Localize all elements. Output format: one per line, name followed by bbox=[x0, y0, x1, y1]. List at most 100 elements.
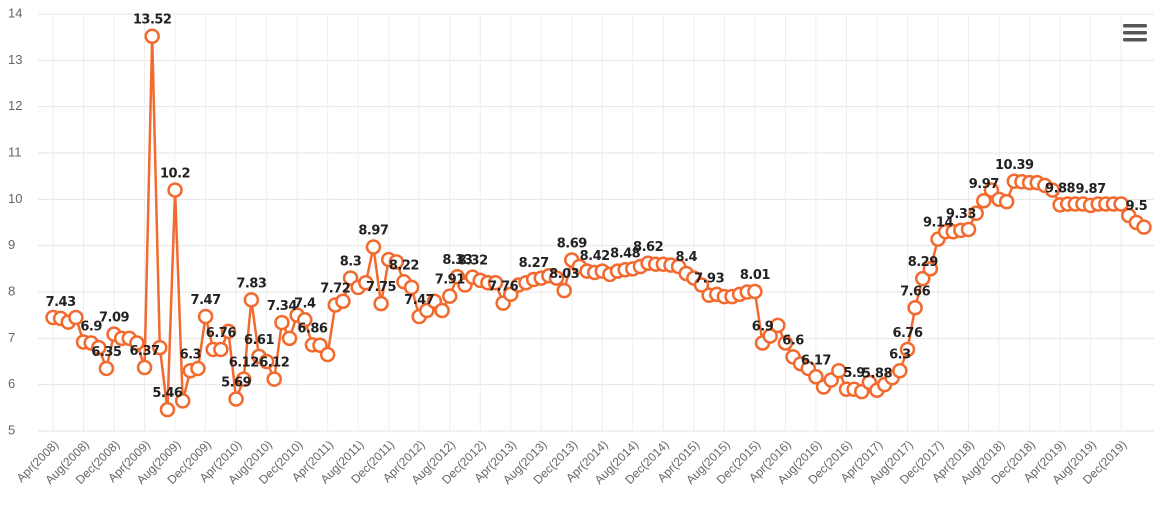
data-label: 8.4 bbox=[675, 250, 697, 265]
y-tick-label: 12 bbox=[8, 98, 22, 113]
data-point bbox=[167, 182, 183, 198]
data-point bbox=[319, 346, 336, 363]
menu-icon[interactable] bbox=[1123, 24, 1147, 42]
y-tick-label: 7 bbox=[8, 330, 15, 345]
data-label: 6.76 bbox=[892, 326, 923, 341]
data-label: 6.37 bbox=[130, 344, 161, 359]
data-label: 8.22 bbox=[389, 258, 419, 273]
y-tick-label: 13 bbox=[8, 52, 22, 67]
data-label: 6.61 bbox=[244, 333, 275, 348]
data-point bbox=[197, 308, 214, 325]
data-label: 8.27 bbox=[519, 256, 550, 271]
data-point bbox=[91, 339, 107, 356]
data-point bbox=[976, 192, 992, 209]
y-tick-label: 8 bbox=[8, 283, 15, 298]
y-tick-label: 9 bbox=[8, 237, 15, 252]
data-point bbox=[129, 335, 145, 351]
data-point bbox=[266, 371, 283, 387]
data-point bbox=[770, 317, 786, 334]
data-point bbox=[747, 283, 763, 300]
data-label: 7.43 bbox=[46, 295, 77, 310]
data-point bbox=[968, 205, 984, 221]
data-point bbox=[1136, 219, 1152, 235]
data-point bbox=[258, 353, 275, 370]
data-point bbox=[297, 312, 313, 328]
data-label: 9.87 bbox=[1076, 182, 1107, 197]
data-label: 8.69 bbox=[557, 237, 588, 252]
data-point bbox=[1113, 196, 1129, 212]
data-point bbox=[914, 270, 931, 287]
data-point bbox=[556, 282, 572, 299]
data-label: 5.88 bbox=[862, 367, 893, 382]
data-label: 5.9 bbox=[843, 366, 865, 381]
data-point bbox=[777, 335, 794, 351]
data-label: 7.93 bbox=[694, 272, 725, 287]
data-label: 7.47 bbox=[191, 293, 222, 308]
data-label: 6.12 bbox=[259, 356, 289, 371]
data-point bbox=[159, 401, 176, 418]
data-point bbox=[693, 277, 710, 293]
data-label: 6.17 bbox=[801, 353, 832, 368]
data-point bbox=[281, 330, 298, 347]
data-label: 6.3 bbox=[889, 347, 911, 362]
data-label: 7.76 bbox=[488, 280, 519, 295]
data-label: 5.69 bbox=[221, 376, 252, 391]
menu-bar bbox=[1123, 24, 1147, 28]
data-point bbox=[831, 363, 847, 379]
data-point bbox=[441, 288, 458, 304]
data-label: 6.6 bbox=[782, 333, 804, 348]
data-point bbox=[274, 314, 290, 331]
data-point bbox=[235, 371, 252, 387]
data-label: 8.42 bbox=[580, 249, 610, 264]
data-point bbox=[335, 293, 351, 310]
data-label: 6.35 bbox=[91, 345, 122, 360]
data-label: 7.47 bbox=[404, 293, 435, 308]
data-label: 7.4 bbox=[294, 296, 316, 311]
data-point bbox=[190, 360, 206, 377]
y-tick-label: 6 bbox=[8, 376, 15, 391]
data-label: 8.48 bbox=[610, 246, 641, 261]
data-point bbox=[808, 369, 824, 385]
data-point bbox=[1044, 182, 1061, 198]
y-tick-label: 11 bbox=[8, 144, 22, 159]
data-point bbox=[68, 309, 84, 326]
data-label: 7.09 bbox=[99, 311, 130, 326]
data-label: 8.97 bbox=[358, 224, 389, 239]
menu-bar bbox=[1123, 38, 1147, 42]
data-label: 10.39 bbox=[995, 158, 1034, 173]
data-point bbox=[136, 359, 153, 376]
y-tick-label: 10 bbox=[8, 191, 22, 206]
data-point bbox=[174, 393, 191, 409]
data-label: 9.5 bbox=[1126, 199, 1148, 214]
data-point bbox=[243, 292, 260, 308]
y-tick-label: 14 bbox=[8, 5, 22, 20]
data-label: 8.3 bbox=[340, 255, 362, 270]
data-point bbox=[388, 254, 405, 270]
data-label: 8.01 bbox=[740, 268, 771, 283]
data-point bbox=[487, 274, 504, 291]
data-point bbox=[403, 279, 420, 296]
data-label: 9.97 bbox=[969, 177, 1000, 192]
data-point bbox=[365, 239, 382, 255]
data-label: 9.14 bbox=[923, 216, 954, 231]
data-label: 6.76 bbox=[206, 326, 237, 341]
data-point bbox=[922, 261, 939, 277]
data-label: 7.66 bbox=[900, 284, 931, 299]
data-point bbox=[960, 221, 977, 238]
data-point bbox=[144, 28, 160, 44]
data-point bbox=[892, 363, 908, 379]
data-point bbox=[998, 193, 1015, 210]
data-label: 8.03 bbox=[549, 267, 580, 282]
data-label: 7.75 bbox=[366, 280, 397, 295]
data-point bbox=[373, 295, 389, 312]
data-label: 6.12 bbox=[229, 356, 259, 371]
y-tick-label: 5 bbox=[8, 422, 15, 437]
data-point bbox=[907, 300, 923, 316]
data-point bbox=[762, 328, 778, 344]
data-label: 8.33 bbox=[442, 253, 473, 268]
data-label: 9.33 bbox=[946, 207, 977, 222]
data-point bbox=[548, 270, 565, 286]
data-point bbox=[152, 339, 168, 356]
data-point bbox=[358, 274, 374, 291]
